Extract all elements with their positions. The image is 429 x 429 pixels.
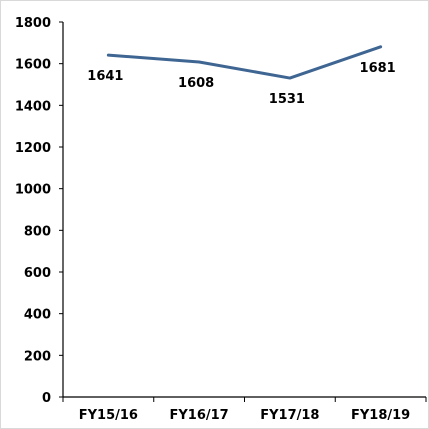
y-tick-label: 1000 xyxy=(15,183,51,198)
x-tick-label: FY16/17 xyxy=(170,408,229,423)
y-tick-label: 1600 xyxy=(15,58,51,73)
y-tick-label: 1400 xyxy=(15,99,51,114)
y-tick-label: 200 xyxy=(24,349,51,364)
y-tick-label: 1800 xyxy=(15,16,51,31)
series-line xyxy=(106,45,383,80)
x-tick-label: FY18/19 xyxy=(351,408,410,423)
y-tick-label: 600 xyxy=(24,266,51,281)
x-tick-label: FY17/18 xyxy=(260,408,319,423)
y-tick-label: 1200 xyxy=(15,141,51,156)
y-tick-label: 400 xyxy=(24,308,51,323)
y-tick-label: 800 xyxy=(24,224,51,239)
y-tick-label: 0 xyxy=(42,391,51,406)
x-tick-label: FY15/16 xyxy=(79,408,138,423)
data-label: 1681 xyxy=(360,61,396,76)
data-label: 1531 xyxy=(269,92,305,107)
data-label: 1641 xyxy=(87,69,123,84)
data-label: 1608 xyxy=(178,76,214,91)
